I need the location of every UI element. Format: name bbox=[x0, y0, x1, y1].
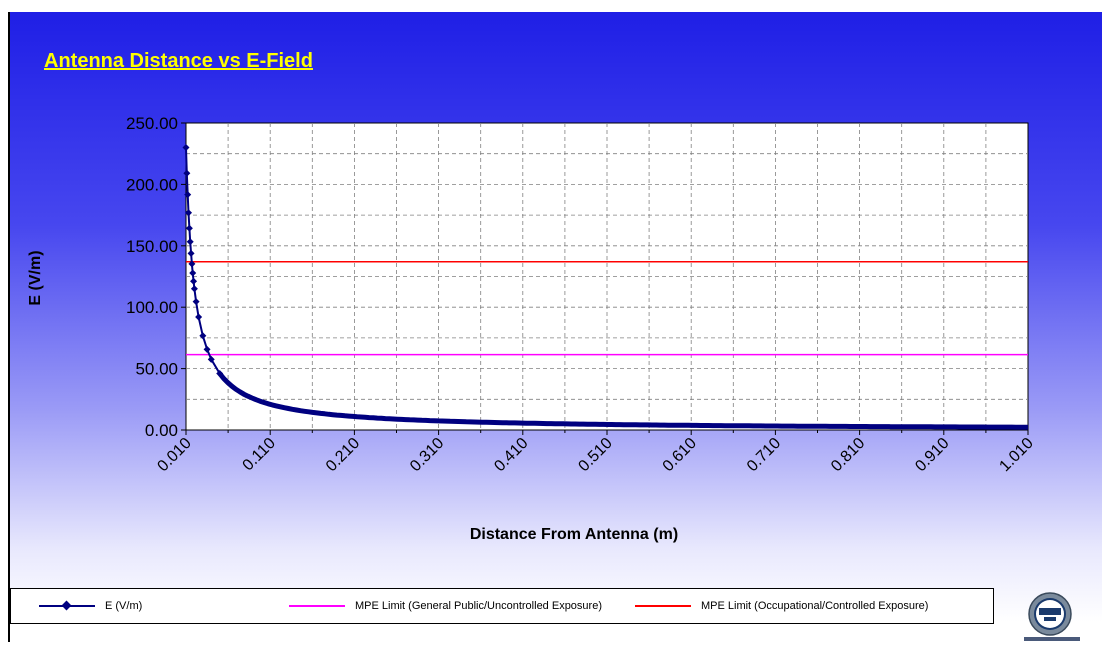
y-tick-label: 100.00 bbox=[126, 298, 178, 317]
series-marker-e bbox=[190, 285, 198, 293]
series-marker-e bbox=[188, 260, 196, 268]
y-tick-label: 200.00 bbox=[126, 175, 178, 194]
x-tick-label: 0.010 bbox=[154, 435, 194, 475]
x-tick-label: 0.810 bbox=[828, 435, 868, 475]
series-marker-e bbox=[192, 298, 200, 306]
series-marker-e bbox=[216, 370, 224, 378]
legend-item-public: MPE Limit (General Public/Uncontrolled E… bbox=[285, 589, 602, 623]
series-marker-e bbox=[189, 269, 197, 277]
slide-title: Antenna Distance vs E-Field bbox=[44, 50, 313, 72]
legend-swatch-occupational bbox=[631, 600, 695, 612]
legend-label-public: MPE Limit (General Public/Uncontrolled E… bbox=[355, 600, 602, 612]
y-tick-label: 50.00 bbox=[135, 360, 178, 379]
y-tick-label: 250.00 bbox=[126, 114, 178, 133]
x-tick-label: 0.310 bbox=[407, 435, 447, 475]
series-marker-e bbox=[190, 277, 198, 285]
series-layer bbox=[182, 144, 1028, 430]
x-tick-label: 0.610 bbox=[660, 435, 700, 475]
series-marker-e bbox=[182, 144, 190, 152]
legend-item-occupational: MPE Limit (Occupational/Controlled Expos… bbox=[631, 589, 928, 623]
y-tick-label: 0.00 bbox=[145, 421, 178, 440]
series-band-e bbox=[217, 371, 1028, 430]
y-axis-label: E (V/m) bbox=[27, 250, 44, 305]
series-marker-e bbox=[207, 355, 215, 363]
series-marker-e bbox=[195, 313, 203, 321]
x-tick-label: 0.410 bbox=[491, 435, 531, 475]
legend: E (V/m) MPE Limit (General Public/Uncont… bbox=[10, 588, 994, 624]
x-tick-label: 1.010 bbox=[996, 435, 1036, 475]
series-marker-e bbox=[187, 249, 195, 257]
series-marker-e bbox=[203, 345, 211, 353]
series-marker-e bbox=[199, 332, 207, 340]
grid-layer bbox=[186, 123, 1028, 430]
x-tick-label: 0.510 bbox=[575, 435, 615, 475]
legend-swatch-public bbox=[285, 600, 349, 612]
series-marker-e bbox=[184, 191, 192, 199]
slide-left-border bbox=[8, 12, 10, 622]
series-marker-e bbox=[185, 224, 193, 232]
x-tick-label: 0.210 bbox=[323, 435, 363, 475]
x-axis-label: Distance From Antenna (m) bbox=[470, 526, 678, 543]
x-tick-label: 0.910 bbox=[912, 435, 952, 475]
series-marker-e bbox=[185, 209, 193, 217]
series-marker-e bbox=[183, 169, 191, 177]
x-tick-label: 0.710 bbox=[744, 435, 784, 475]
legend-item-e: E (V/m) bbox=[35, 589, 142, 623]
legend-swatch-e bbox=[35, 600, 99, 612]
slide-left-border-stub bbox=[8, 622, 10, 642]
legend-label-occupational: MPE Limit (Occupational/Controlled Expos… bbox=[701, 600, 929, 612]
y-tick-label: 150.00 bbox=[126, 237, 178, 256]
series-marker-e bbox=[186, 238, 194, 246]
x-tick-label: 0.110 bbox=[240, 435, 280, 475]
legend-label-e: E (V/m) bbox=[105, 600, 143, 612]
certification-logo bbox=[1024, 592, 1080, 641]
